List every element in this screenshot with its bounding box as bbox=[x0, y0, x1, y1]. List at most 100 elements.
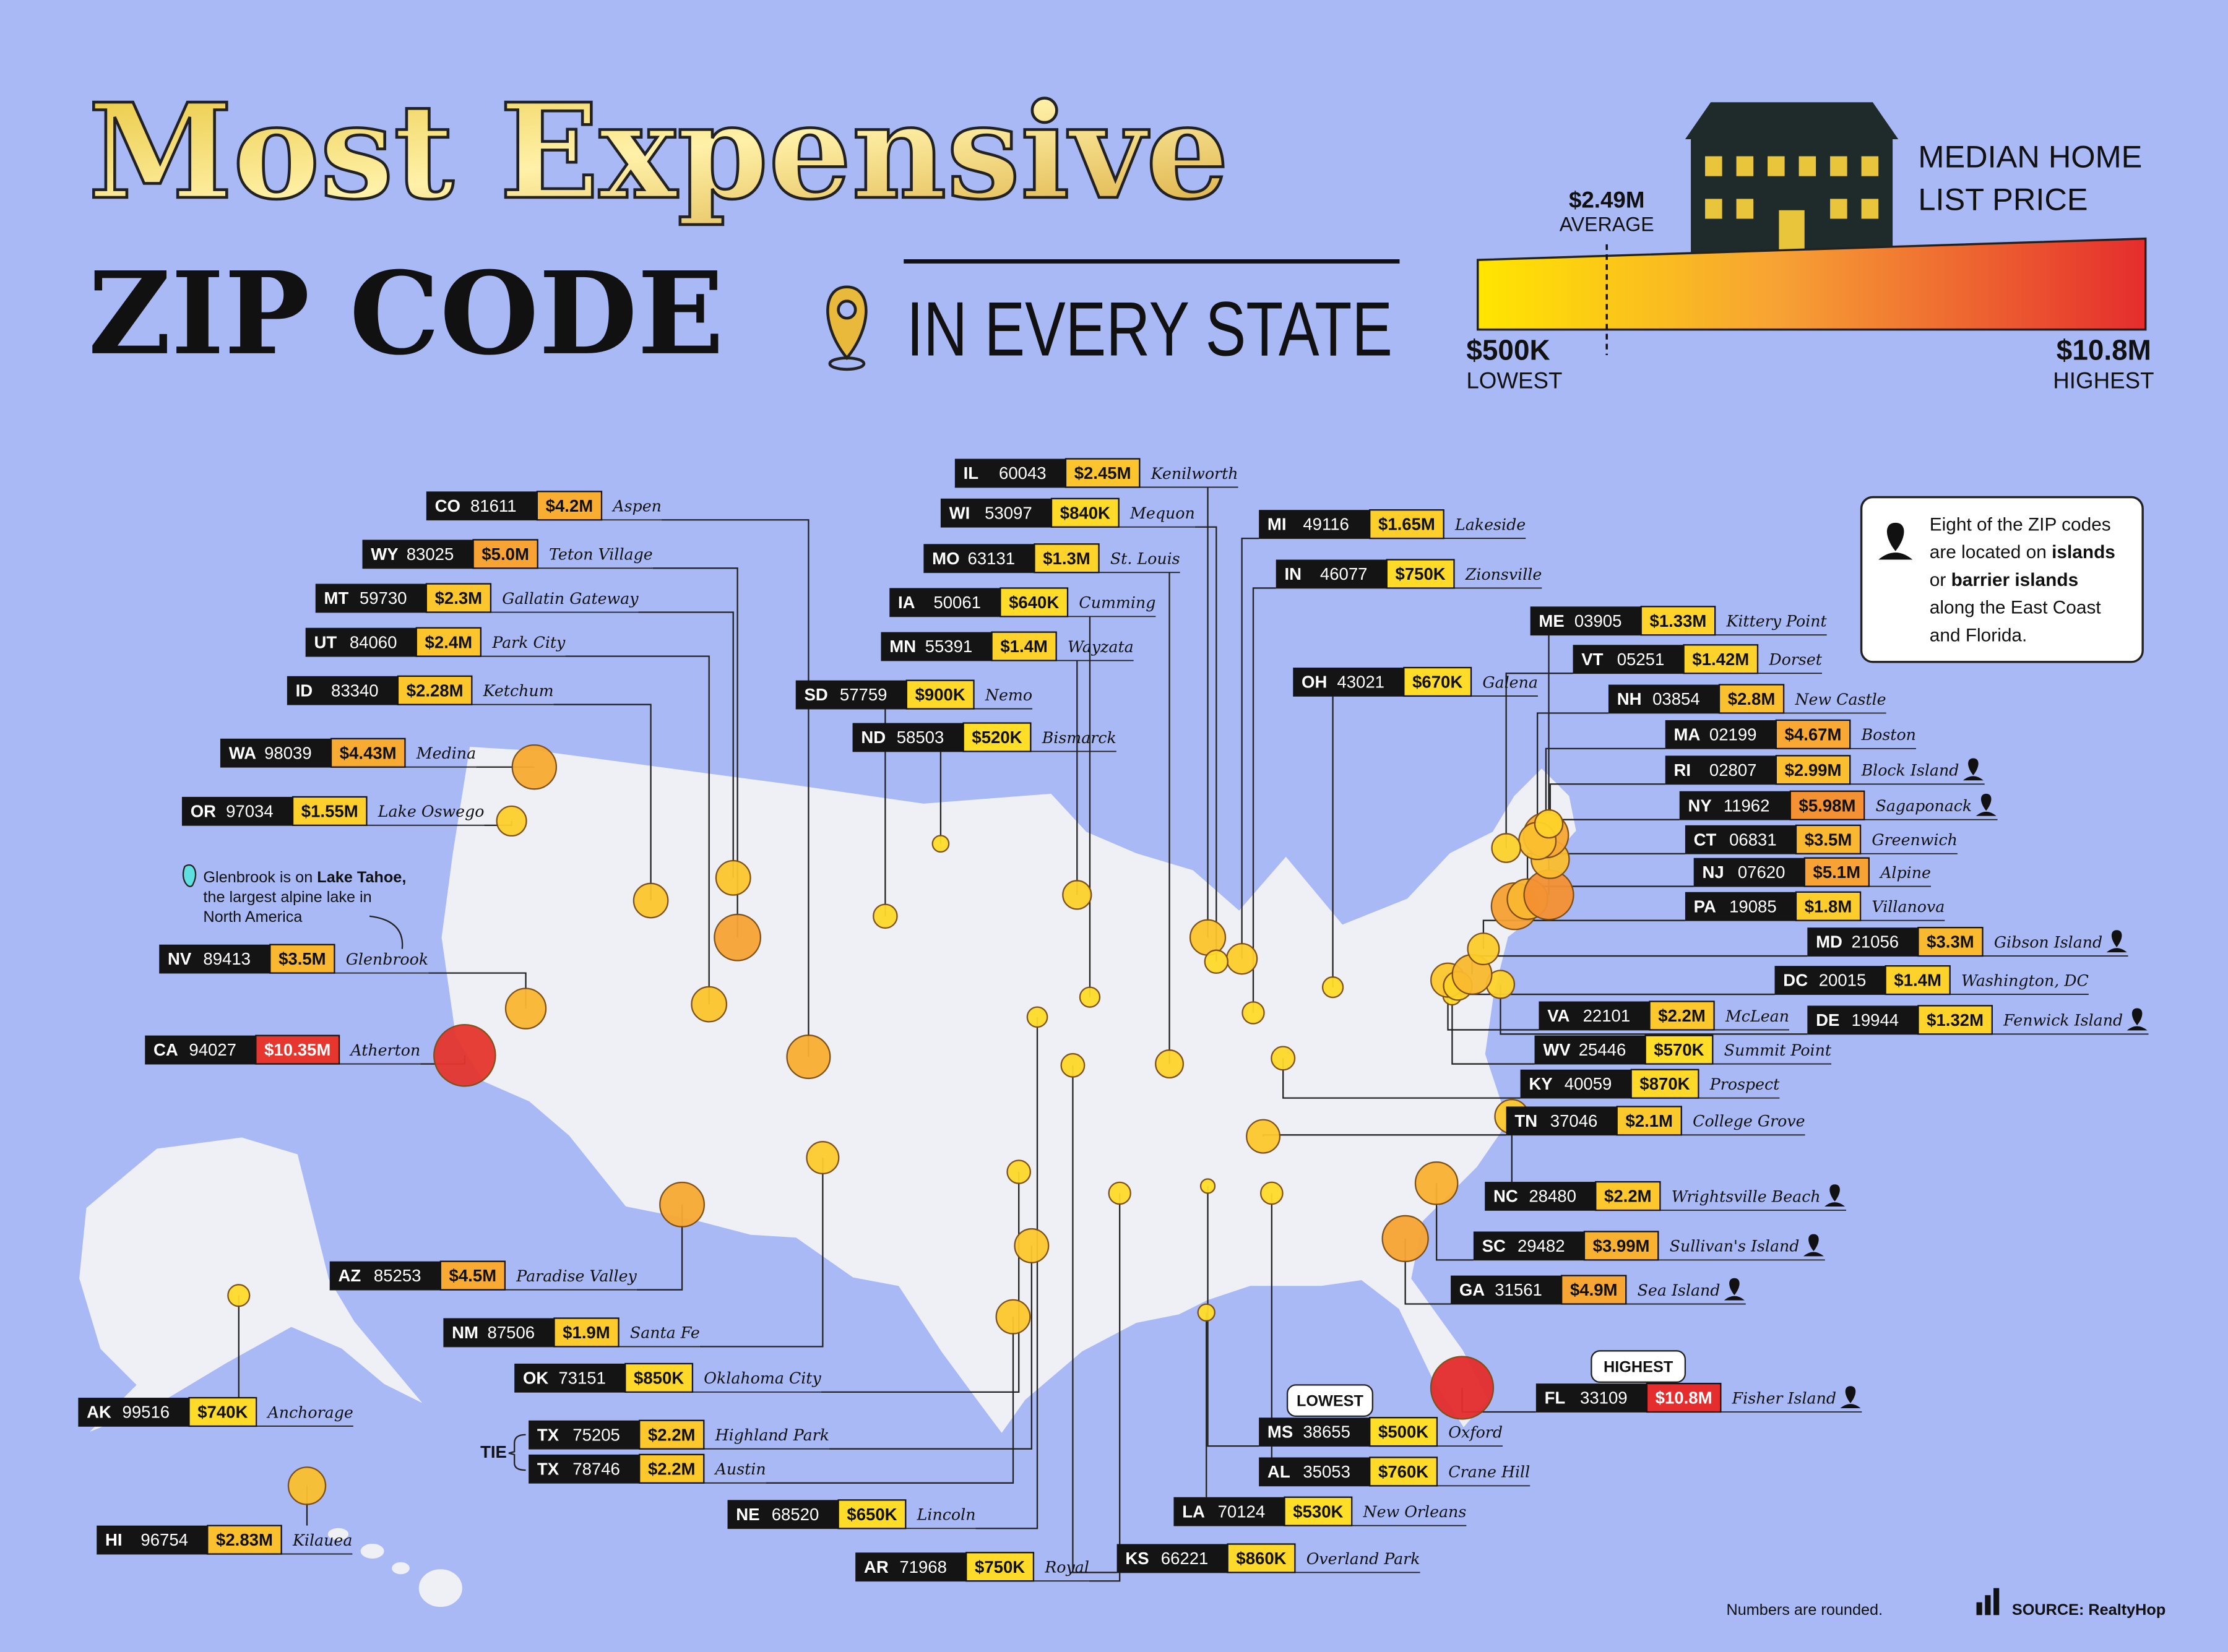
state: AR bbox=[864, 1557, 889, 1577]
price: $4.43M bbox=[340, 743, 397, 762]
price: $2.2M bbox=[648, 1459, 696, 1478]
price-dot bbox=[1491, 833, 1521, 863]
tie-tag: TIE bbox=[480, 1442, 507, 1461]
island-mound bbox=[1824, 1202, 1846, 1207]
state: CO bbox=[435, 496, 460, 515]
price-bg bbox=[1561, 1275, 1627, 1305]
island-mound bbox=[1840, 1404, 1861, 1409]
zip-label: MT 59730 $2.3M Gallatin Gateway bbox=[315, 583, 639, 613]
place: New Orleans bbox=[1363, 1503, 1467, 1521]
zip: 75205 bbox=[572, 1425, 620, 1444]
zip-label: NV 89413 $3.5M Glenbrook bbox=[159, 944, 428, 974]
zip: 25446 bbox=[1579, 1040, 1626, 1059]
place: Paradise Valley bbox=[516, 1267, 637, 1285]
label-bg bbox=[727, 1500, 839, 1529]
price: $4.9M bbox=[1570, 1280, 1618, 1299]
price-dot bbox=[1014, 1228, 1050, 1263]
island-icon bbox=[2106, 930, 2127, 953]
price-bg bbox=[991, 631, 1057, 661]
island-pin bbox=[1729, 1278, 1740, 1296]
zip: 05251 bbox=[1617, 650, 1665, 669]
price-bg bbox=[1917, 927, 1984, 957]
zip-label: ND 58503 $520K Bismarck bbox=[852, 722, 1116, 752]
state: FL bbox=[1545, 1388, 1566, 1408]
zip-label: AZ 85253 $4.5M Paradise Valley bbox=[329, 1260, 637, 1291]
zip: 19085 bbox=[1729, 897, 1777, 916]
state: NH bbox=[1617, 689, 1642, 708]
price-dot bbox=[1108, 1181, 1131, 1205]
price-bg bbox=[1403, 666, 1472, 697]
label-bg bbox=[881, 632, 992, 661]
place: McLean bbox=[1725, 1007, 1789, 1025]
house-icon bbox=[1685, 102, 1899, 256]
price-bg bbox=[1369, 1456, 1438, 1487]
price: $5.98M bbox=[1799, 796, 1856, 815]
price: $1.33M bbox=[1650, 611, 1707, 630]
price-bg bbox=[1386, 559, 1455, 589]
label-bg bbox=[97, 1525, 208, 1554]
price: $1.32M bbox=[1927, 1010, 1984, 1030]
state: MN bbox=[889, 637, 916, 656]
zip-label: TX 75205 $2.2M Highland Park bbox=[529, 1419, 829, 1450]
zip: 81611 bbox=[470, 496, 517, 515]
zip-label: AL 35053 $760K Crane Hill bbox=[1259, 1456, 1530, 1487]
label-bg bbox=[1774, 966, 1886, 995]
pin-icon bbox=[826, 285, 868, 371]
state: WA bbox=[229, 743, 256, 762]
label-bg bbox=[954, 458, 1066, 488]
zip-label: FL 33109 $10.8M Fisher Island bbox=[1535, 1382, 1861, 1413]
price-dot bbox=[496, 805, 527, 837]
price-bg bbox=[1284, 1496, 1353, 1526]
zip: 58503 bbox=[897, 728, 944, 747]
price: $2.3M bbox=[435, 588, 483, 608]
zip-label: GA 31561 $4.9M Sea Island bbox=[1451, 1275, 1745, 1305]
price-dot bbox=[1204, 949, 1229, 974]
label-bg bbox=[426, 491, 537, 520]
price-dot bbox=[691, 986, 728, 1023]
zip-label: DC 20015 $1.4M Washington, DC bbox=[1774, 965, 2089, 996]
price-bg bbox=[1649, 1000, 1715, 1031]
price-bg bbox=[1917, 1005, 1993, 1035]
zip: 49116 bbox=[1303, 515, 1349, 534]
zip: 37046 bbox=[1550, 1111, 1598, 1130]
place: Sagaponack bbox=[1876, 797, 1972, 815]
state: KY bbox=[1529, 1074, 1552, 1093]
label-bg bbox=[305, 627, 417, 656]
high-value: $10.8M bbox=[2057, 333, 2151, 366]
leader-line bbox=[975, 1017, 1038, 1529]
price-bg bbox=[837, 1499, 907, 1529]
place: Atherton bbox=[349, 1041, 420, 1059]
zip-label: IN 46077 $750K Zionsville bbox=[1276, 559, 1542, 589]
price: $1.3M bbox=[1043, 549, 1090, 568]
price-dot bbox=[1062, 880, 1092, 910]
zip-label: UT 84060 $2.4M Park City bbox=[305, 627, 566, 657]
state: CA bbox=[153, 1040, 178, 1059]
label-bg bbox=[145, 1035, 256, 1064]
label-bg bbox=[159, 944, 270, 973]
zip: 06831 bbox=[1729, 830, 1777, 849]
label-bg bbox=[1293, 668, 1404, 696]
price: $2.8M bbox=[1728, 689, 1776, 708]
label-bg bbox=[1473, 1231, 1584, 1260]
price: $640K bbox=[1009, 593, 1059, 612]
zip-label: NM 87506 $1.9M Santa Fe bbox=[443, 1317, 700, 1348]
place: Anchorage bbox=[266, 1403, 353, 1421]
island-icon bbox=[2127, 1008, 2148, 1031]
zip-label: NY 11962 $5.98M Sagaponack bbox=[1679, 790, 1997, 820]
island-mound bbox=[1962, 776, 1984, 781]
label-bg bbox=[443, 1318, 555, 1347]
price-bg bbox=[1227, 1543, 1296, 1573]
zip: 19944 bbox=[1852, 1010, 1899, 1030]
zip: 07620 bbox=[1738, 863, 1785, 882]
source-icon bbox=[1976, 1588, 2000, 1615]
zip: 33109 bbox=[1580, 1388, 1628, 1408]
low-label: LOWEST bbox=[1466, 368, 1562, 393]
note-line: North America bbox=[203, 908, 303, 926]
island-pin bbox=[1968, 758, 1979, 776]
price-bg bbox=[1789, 790, 1865, 820]
zip: 84060 bbox=[350, 632, 397, 652]
leader-line bbox=[661, 519, 810, 1057]
state: DE bbox=[1816, 1010, 1839, 1030]
place: Washington, DC bbox=[1961, 971, 2089, 989]
note-line: the largest alpine lake in bbox=[203, 888, 371, 906]
